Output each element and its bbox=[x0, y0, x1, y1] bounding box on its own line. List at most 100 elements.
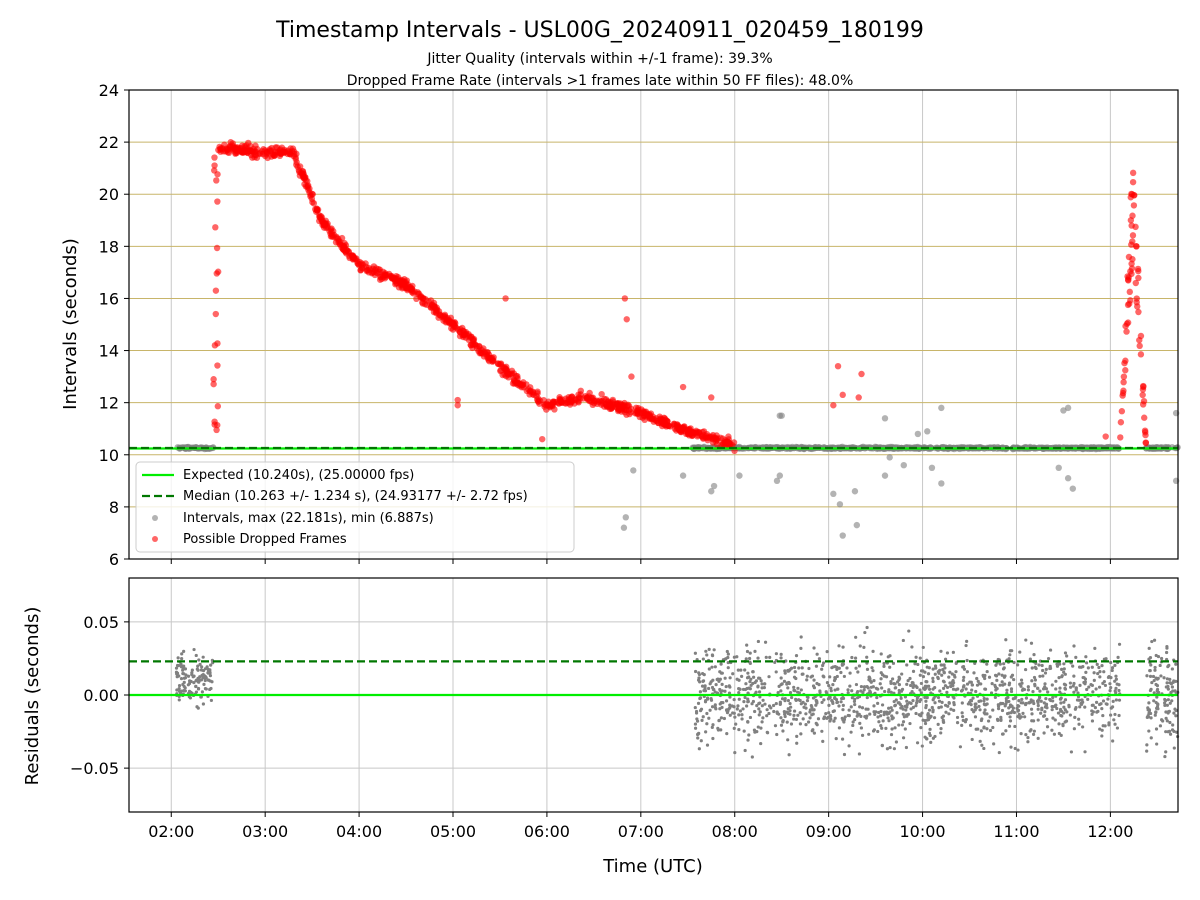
residual-point bbox=[1166, 687, 1170, 691]
residual-point bbox=[208, 671, 212, 675]
residual-point bbox=[196, 676, 200, 680]
residual-point bbox=[814, 698, 818, 703]
residual-point bbox=[817, 657, 822, 661]
residual-point bbox=[209, 686, 213, 691]
legend: Expected (10.240s), (25.00000 fps) Media… bbox=[135, 461, 575, 553]
residual-point bbox=[1030, 712, 1034, 716]
residual-point bbox=[1029, 641, 1034, 645]
dropped-frame-point bbox=[381, 271, 388, 278]
residual-point bbox=[978, 708, 982, 712]
residual-point bbox=[182, 664, 186, 668]
residual-point bbox=[799, 688, 803, 692]
residual-point bbox=[985, 727, 989, 731]
residual-point bbox=[841, 645, 845, 649]
residual-point bbox=[1072, 644, 1076, 648]
residual-point bbox=[805, 674, 809, 678]
residual-point bbox=[925, 737, 929, 741]
dropped-frame-point bbox=[304, 183, 311, 191]
residual-point bbox=[1057, 675, 1061, 680]
interval-outlier-point bbox=[622, 514, 629, 521]
residual-point bbox=[196, 686, 201, 691]
residual-point bbox=[782, 679, 787, 683]
residual-point bbox=[1165, 646, 1169, 650]
residual-point bbox=[890, 717, 894, 721]
residual-point bbox=[931, 667, 935, 671]
residual-point bbox=[825, 650, 829, 654]
interval-outlier-point bbox=[830, 490, 837, 498]
residual-point bbox=[1040, 663, 1044, 668]
dropped-frame-point bbox=[614, 407, 622, 415]
residual-point bbox=[849, 705, 853, 709]
dropped-frame-point bbox=[1141, 414, 1148, 421]
residual-point bbox=[792, 717, 796, 721]
top-plot-frame bbox=[128, 89, 1179, 560]
residual-point bbox=[743, 695, 747, 700]
residual-point bbox=[1083, 680, 1087, 684]
residual-point bbox=[1000, 673, 1004, 677]
residual-point bbox=[1050, 683, 1054, 687]
residual-point bbox=[1148, 674, 1153, 679]
residual-point bbox=[1017, 699, 1021, 703]
dropped-frame-point bbox=[1129, 256, 1136, 263]
residual-point bbox=[829, 686, 833, 690]
residual-point bbox=[1048, 648, 1053, 652]
bottom-x-tick-label: 02:00 bbox=[148, 822, 194, 841]
residual-point bbox=[733, 715, 737, 719]
residual-point bbox=[827, 703, 831, 707]
residual-point bbox=[990, 682, 994, 686]
residual-point bbox=[1021, 711, 1025, 716]
residual-point bbox=[909, 701, 913, 706]
residual-point bbox=[919, 681, 923, 686]
residual-point bbox=[1062, 670, 1066, 674]
residual-point bbox=[713, 665, 717, 669]
residual-point bbox=[821, 661, 826, 665]
residual-point bbox=[201, 655, 205, 659]
residual-point bbox=[1090, 703, 1094, 707]
residual-point bbox=[712, 648, 716, 652]
residual-point bbox=[698, 696, 702, 701]
residual-point bbox=[945, 651, 950, 655]
residual-point bbox=[909, 707, 913, 711]
residual-point bbox=[786, 686, 790, 690]
residual-point bbox=[974, 702, 978, 706]
interval-outlier-point bbox=[839, 532, 846, 539]
dropped-frame-point bbox=[640, 409, 647, 417]
dropped-frame-point bbox=[1136, 342, 1143, 350]
residual-point bbox=[879, 652, 883, 656]
residual-point bbox=[798, 698, 802, 703]
interval-outlier-point bbox=[710, 482, 718, 490]
residual-point bbox=[1004, 729, 1008, 733]
residual-point bbox=[810, 674, 815, 678]
dropped-frame-outlier-point bbox=[830, 402, 837, 409]
residual-point bbox=[854, 635, 858, 639]
residual-point bbox=[804, 722, 808, 727]
residual-point bbox=[887, 690, 891, 694]
residual-point bbox=[1164, 750, 1168, 754]
residual-point bbox=[1060, 714, 1064, 718]
residual-point bbox=[1113, 663, 1117, 667]
residual-point bbox=[1145, 674, 1149, 678]
top-y-tick-label: 22 bbox=[99, 133, 119, 152]
bottom-y-tick-label: 0.00 bbox=[83, 686, 119, 705]
dropped-frame-point bbox=[721, 439, 729, 447]
residual-point bbox=[1013, 724, 1017, 729]
residual-point bbox=[737, 678, 741, 682]
residual-point bbox=[1103, 683, 1108, 688]
residual-point bbox=[1036, 707, 1040, 711]
dropped-frame-point bbox=[607, 399, 614, 406]
residual-point bbox=[854, 666, 858, 670]
residual-point bbox=[1007, 681, 1012, 685]
residual-point bbox=[746, 697, 750, 701]
residual-point bbox=[745, 676, 750, 680]
residual-point bbox=[764, 655, 768, 659]
dropped-frame-point bbox=[1117, 419, 1125, 426]
residual-point bbox=[879, 671, 883, 675]
residual-point bbox=[1168, 732, 1173, 736]
residual-point bbox=[1009, 689, 1014, 694]
residual-point bbox=[1033, 665, 1037, 669]
residual-point bbox=[192, 647, 196, 652]
residual-point bbox=[1010, 704, 1014, 708]
axis-ticks: 6 8 10 12 14 16 18 20 22 24 −0.05 0.00 0.05 02:00 03:0… bbox=[70, 81, 1133, 841]
residual-point bbox=[794, 717, 799, 722]
residual-point bbox=[1002, 662, 1006, 666]
